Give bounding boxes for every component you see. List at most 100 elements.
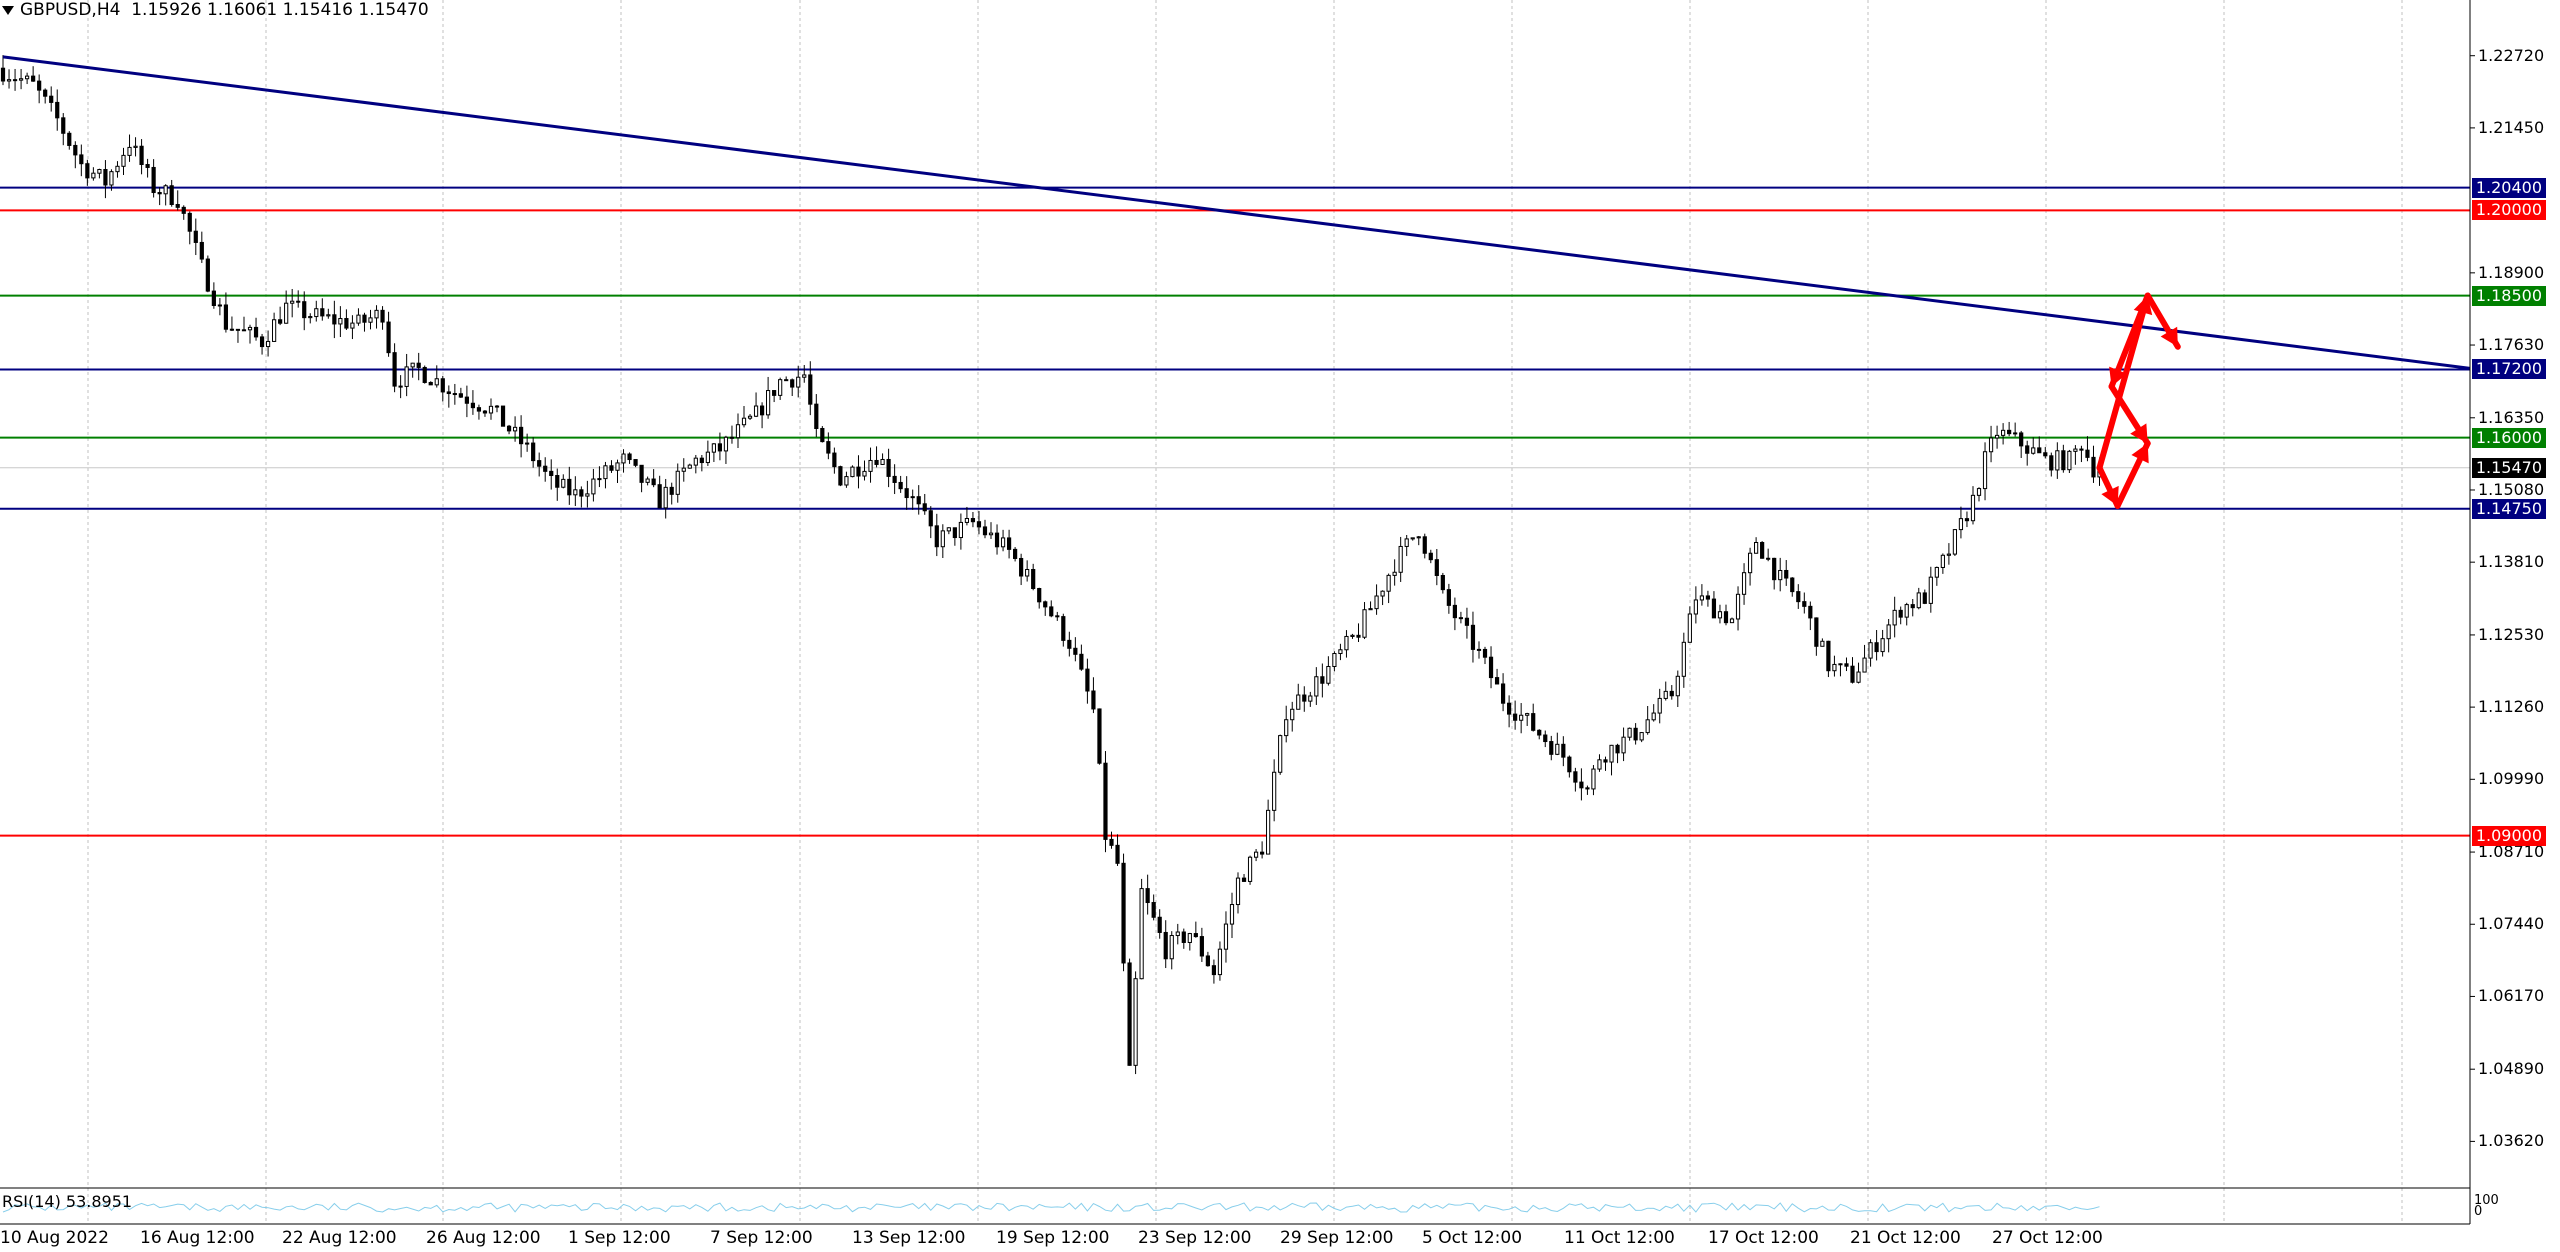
candle-body: [1284, 719, 1289, 737]
candle-body: [1175, 931, 1180, 937]
forecast-arrowhead: [2131, 443, 2149, 464]
candle-body: [1928, 576, 1933, 604]
date-axis-label: 26 Aug 12:00: [426, 1228, 541, 1248]
candle-body: [796, 376, 801, 388]
candle-body: [699, 457, 704, 464]
candle-body: [1055, 615, 1060, 618]
candle-body: [844, 476, 849, 486]
candle-body: [982, 526, 988, 536]
candle-body: [1597, 759, 1602, 770]
candle-body: [482, 410, 488, 414]
candle-body: [1862, 657, 1867, 673]
date-axis-label: 22 Aug 12:00: [282, 1228, 397, 1248]
candle-body: [1223, 923, 1229, 950]
candle-body: [1531, 713, 1536, 731]
candle-body: [253, 326, 259, 338]
price-axis-label: 1.16350: [2478, 407, 2545, 427]
trendline: [2, 55, 2471, 370]
candle-body: [1247, 856, 1253, 882]
candle-body: [531, 442, 536, 462]
candle-body: [940, 530, 945, 548]
candle-body: [1904, 604, 1909, 618]
candle-body: [1374, 595, 1379, 610]
candle-body: [735, 424, 741, 439]
candle-body: [1049, 606, 1054, 617]
price-axis-label: 1.22720: [2478, 45, 2545, 65]
candle-body: [1296, 694, 1301, 710]
candle-body: [1934, 566, 1939, 578]
candle-body: [428, 381, 433, 386]
candle-body: [1085, 668, 1090, 692]
candle-body: [49, 95, 54, 103]
candle-body: [1205, 955, 1210, 967]
candle-body: [1796, 591, 1801, 603]
candle-body: [934, 525, 939, 548]
candle-body: [1103, 762, 1108, 840]
low-value: 1.15416: [282, 0, 353, 20]
high-value: 1.16061: [206, 0, 278, 20]
candle-body: [627, 453, 632, 461]
candle-body: [265, 340, 271, 348]
candle-body: [543, 465, 548, 472]
open-value: 1.15926: [131, 0, 202, 20]
candle-body: [1964, 518, 1970, 522]
candle-body: [368, 317, 373, 323]
candle-body: [127, 146, 132, 156]
candle-body: [603, 465, 608, 480]
candle-body: [1772, 557, 1777, 581]
candle-body: [302, 301, 307, 319]
candle-body: [181, 206, 186, 214]
candle-body: [651, 478, 656, 486]
candle-body: [2037, 447, 2042, 454]
horizontal-levels: [0, 186, 2470, 837]
candle-body: [1440, 574, 1445, 591]
candle-body: [362, 314, 367, 323]
date-axis-label: 5 Oct 12:00: [1422, 1228, 1523, 1248]
forecast-arrowhead: [2130, 423, 2148, 444]
candle-body: [1952, 529, 1958, 555]
candle-body: [916, 496, 921, 505]
candle-body: [1139, 888, 1144, 980]
collapse-triangle-icon[interactable]: [2, 5, 14, 15]
rsi-scale-bottom: 0: [2474, 1204, 2483, 1219]
candle-body: [115, 165, 120, 173]
candle-body: [2031, 447, 2036, 454]
candle-body: [1573, 771, 1578, 783]
candle-body: [705, 451, 710, 464]
price-axis-label: 1.06170: [2478, 986, 2545, 1006]
candle-body: [338, 318, 343, 325]
candle-body: [976, 521, 982, 528]
candle-body: [1994, 434, 2000, 439]
candle-body: [1398, 545, 1403, 573]
candle-body: [850, 466, 855, 478]
descending-trendline: [2, 55, 2471, 370]
rsi-label: RSI(14) 53.8951: [2, 1192, 133, 1211]
candle-body: [1368, 608, 1373, 611]
candle-body: [1663, 690, 1668, 699]
candle-body: [374, 309, 379, 319]
candle-body: [1940, 554, 1945, 568]
candle-body: [747, 415, 753, 419]
candle-body: [663, 486, 668, 509]
candle-body: [169, 185, 174, 206]
candle-body: [784, 379, 789, 382]
candle-body: [1446, 589, 1451, 606]
candle-body: [1693, 599, 1698, 615]
level-price-tag: 1.09000: [2471, 825, 2546, 846]
candle-body: [1006, 537, 1012, 550]
candle-body: [1555, 743, 1560, 755]
candle-body: [470, 402, 476, 409]
candle-body: [199, 241, 204, 260]
candle-body: [1705, 595, 1711, 600]
candle-body: [1766, 557, 1771, 560]
rsi-line: [2, 1202, 2100, 1213]
rsi-scale-top: 100: [2474, 1193, 2499, 1208]
candle-body: [2079, 448, 2084, 451]
candle-body: [458, 393, 463, 398]
candle-body: [241, 329, 247, 332]
chart-frame: [0, 0, 2475, 1225]
candle-body: [452, 393, 457, 396]
date-axis-label: 10 Aug 2022: [0, 1228, 109, 1248]
